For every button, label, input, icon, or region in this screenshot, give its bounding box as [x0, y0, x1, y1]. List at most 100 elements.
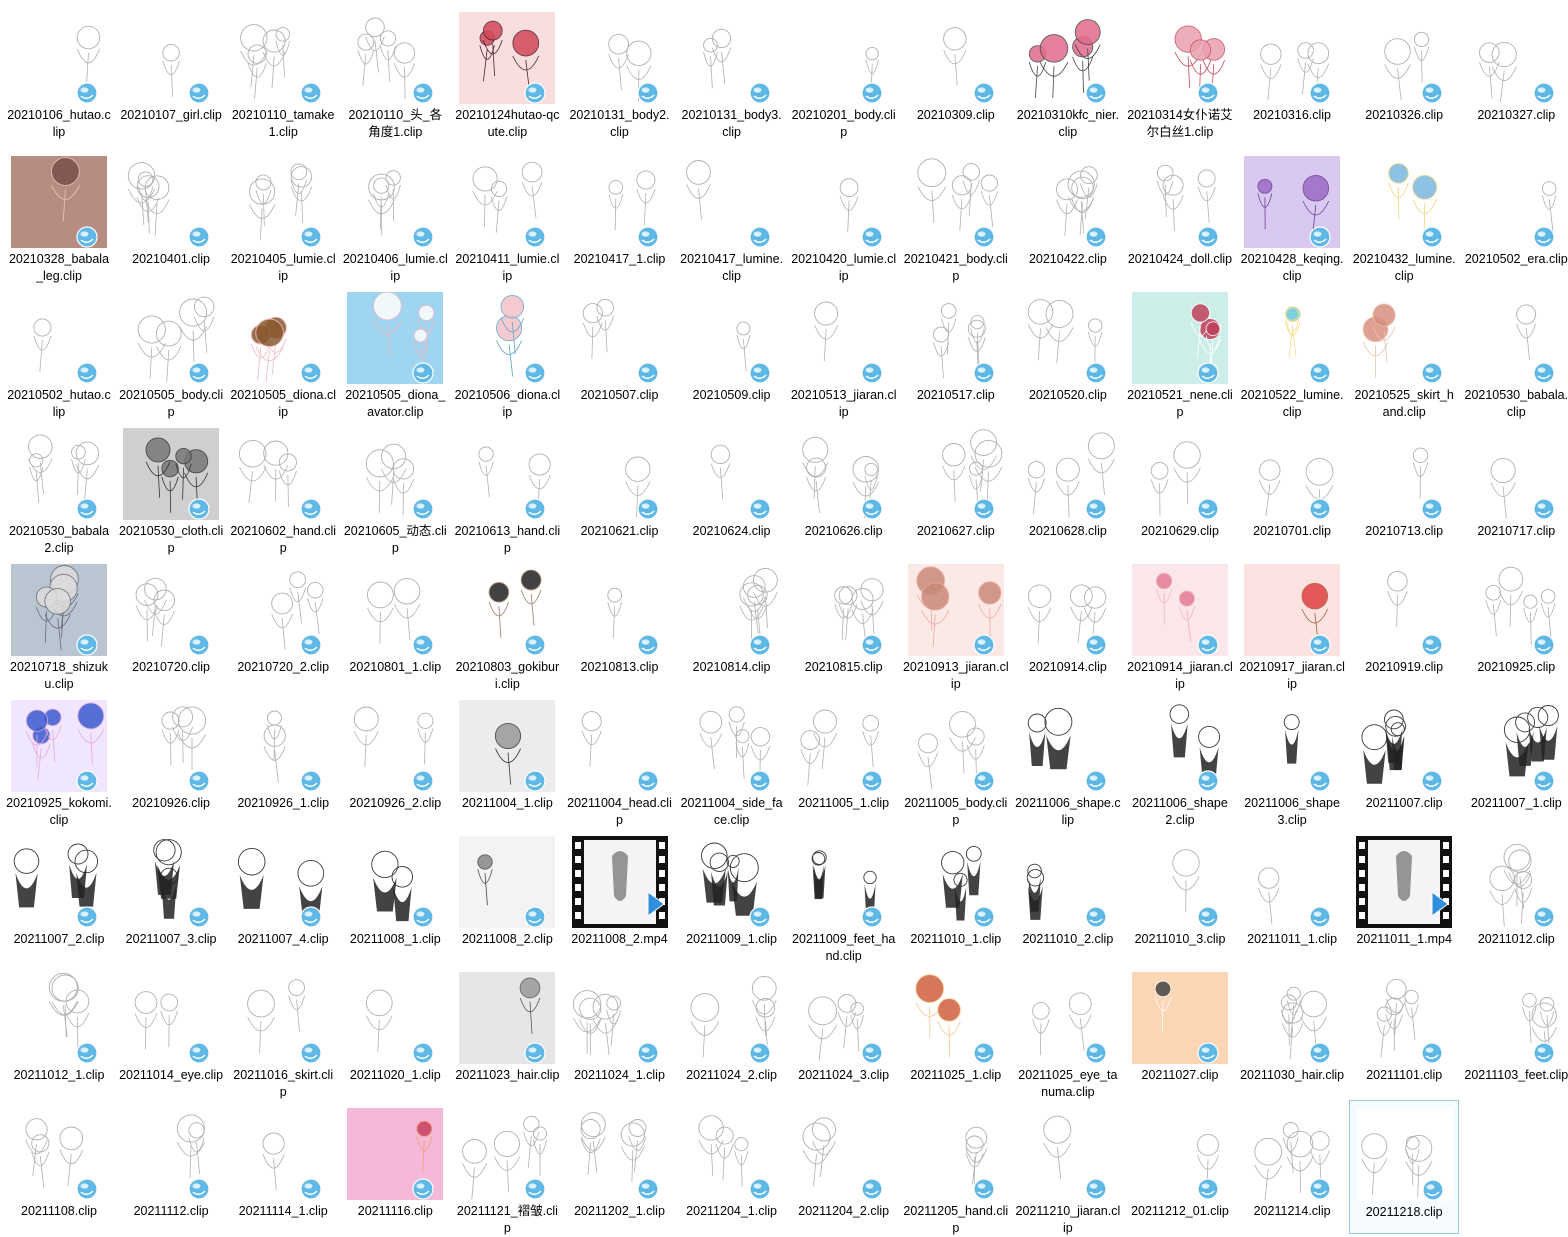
file-item-20211116-clip[interactable]: 20211116.clip: [340, 1100, 450, 1234]
file-item-20210926-clip[interactable]: 20210926.clip: [116, 692, 226, 826]
file-item-20211006-shape2-clip[interactable]: 20211006_shape2.clip: [1125, 692, 1235, 827]
file-item-20210813-clip[interactable]: 20210813.clip: [565, 556, 675, 690]
file-item-20210624-clip[interactable]: 20210624.clip: [677, 420, 787, 554]
file-item-20210629-clip[interactable]: 20210629.clip: [1125, 420, 1235, 554]
file-item-20210505-body-clip[interactable]: 20210505_body.clip: [116, 284, 226, 419]
file-item-20210502-hutao-clip[interactable]: 20210502_hutao.clip: [4, 284, 114, 419]
file-item-20210605-clip[interactable]: 20210605_动态.clip: [340, 420, 450, 555]
file-item-20210925-clip[interactable]: 20210925.clip: [1461, 556, 1568, 690]
file-item-20210720-clip[interactable]: 20210720.clip: [116, 556, 226, 690]
file-item-20211212-01-clip[interactable]: 20211212_01.clip: [1125, 1100, 1235, 1234]
file-item-20210405-lumie-clip[interactable]: 20210405_lumie.clip: [228, 148, 338, 283]
file-item-20210926-1-clip[interactable]: 20210926_1.clip: [228, 692, 338, 826]
file-item-20210713-clip[interactable]: 20210713.clip: [1349, 420, 1459, 554]
file-item-20211011-1-clip[interactable]: 20211011_1.clip: [1237, 828, 1347, 962]
file-item-20211210-jiaran-clip[interactable]: 20211210_jiaran.clip: [1013, 1100, 1123, 1235]
file-item-20210925-kokomi-clip[interactable]: 20210925_kokomi.clip: [4, 692, 114, 827]
file-item-20210417-1-clip[interactable]: 20210417_1.clip: [565, 148, 675, 282]
file-item-20210502-era-clip[interactable]: 20210502_era.clip: [1461, 148, 1568, 282]
file-item-20210628-clip[interactable]: 20210628.clip: [1013, 420, 1123, 554]
file-item-20211004-head-clip[interactable]: 20211004_head.clip: [565, 692, 675, 827]
file-item-20210110-1-clip[interactable]: 20210110_头_各角度1.clip: [340, 4, 450, 139]
file-item-20211008-2-mp4[interactable]: 20211008_2.mp4: [565, 828, 675, 962]
file-item-20211008-1-clip[interactable]: 20211008_1.clip: [340, 828, 450, 962]
file-item-20210522-lumine-clip[interactable]: 20210522_lumine.clip: [1237, 284, 1347, 419]
file-item-20211004-side-face-clip[interactable]: 20211004_side_face.clip: [677, 692, 787, 827]
file-item-20211007-clip[interactable]: 20211007.clip: [1349, 692, 1459, 826]
file-item-20211024-3-clip[interactable]: 20211024_3.clip: [789, 964, 899, 1098]
file-item-20211014-eye-clip[interactable]: 20211014_eye.clip: [116, 964, 226, 1098]
file-item-20210530-babala2-clip[interactable]: 20210530_babala2.clip: [4, 420, 114, 555]
file-item-20210914-clip[interactable]: 20210914.clip: [1013, 556, 1123, 690]
file-item-20210914-jiaran-clip[interactable]: 20210914_jiaran.clip: [1125, 556, 1235, 691]
file-item-20210815-clip[interactable]: 20210815.clip: [789, 556, 899, 690]
file-item-20211204-2-clip[interactable]: 20211204_2.clip: [789, 1100, 899, 1234]
file-item-20210411-lumie-clip[interactable]: 20210411_lumie.clip: [452, 148, 562, 283]
file-item-20210926-2-clip[interactable]: 20210926_2.clip: [340, 692, 450, 826]
file-item-20210509-clip[interactable]: 20210509.clip: [677, 284, 787, 418]
file-item-20210720-2-clip[interactable]: 20210720_2.clip: [228, 556, 338, 690]
file-item-20211101-clip[interactable]: 20211101.clip: [1349, 964, 1459, 1098]
file-item-20211114-1-clip[interactable]: 20211114_1.clip: [228, 1100, 338, 1234]
file-item-20210917-jiaran-clip[interactable]: 20210917_jiaran.clip: [1237, 556, 1347, 691]
file-item-20211007-2-clip[interactable]: 20211007_2.clip: [4, 828, 114, 962]
file-item-20211004-1-clip[interactable]: 20211004_1.clip: [452, 692, 562, 826]
file-item-20211009-feet-hand-clip[interactable]: 20211009_feet_hand.clip: [789, 828, 899, 963]
file-item-20210428-keqing-clip[interactable]: 20210428_keqing.clip: [1237, 148, 1347, 283]
file-item-20210421-body-clip[interactable]: 20210421_body.clip: [901, 148, 1011, 283]
file-item-20211023-hair-clip[interactable]: 20211023_hair.clip: [452, 964, 562, 1098]
file-item-20211030-hair-clip[interactable]: 20211030_hair.clip: [1237, 964, 1347, 1098]
file-item-20210701-clip[interactable]: 20210701.clip: [1237, 420, 1347, 554]
file-item-20210424-doll-clip[interactable]: 20210424_doll.clip: [1125, 148, 1235, 282]
file-item-20211006-shape3-clip[interactable]: 20211006_shape3.clip: [1237, 692, 1347, 827]
file-item-20211024-2-clip[interactable]: 20211024_2.clip: [677, 964, 787, 1098]
file-item-20210328-babala-leg-clip[interactable]: 20210328_babala_leg.clip: [4, 148, 114, 283]
file-item-20210107-girl-clip[interactable]: 20210107_girl.clip: [116, 4, 226, 138]
file-item-20211009-1-clip[interactable]: 20211009_1.clip: [677, 828, 787, 962]
file-item-20211020-1-clip[interactable]: 20211020_1.clip: [340, 964, 450, 1098]
file-item-20211008-2-clip[interactable]: 20211008_2.clip: [452, 828, 562, 962]
file-item-20211204-1-clip[interactable]: 20211204_1.clip: [677, 1100, 787, 1234]
file-item-20211121-clip[interactable]: 20211121_褶皱.clip: [452, 1100, 562, 1235]
file-item-20211006-shape-clip[interactable]: 20211006_shape.clip: [1013, 692, 1123, 827]
file-item-20210521-nene-clip[interactable]: 20210521_nene.clip: [1125, 284, 1235, 419]
file-item-20210309-clip[interactable]: 20210309.clip: [901, 4, 1011, 138]
file-item-20211103-feet-clip[interactable]: 20211103_feet.clip: [1461, 964, 1568, 1098]
file-item-20210801-1-clip[interactable]: 20210801_1.clip: [340, 556, 450, 690]
file-item-20210106-hutao-clip[interactable]: 20210106_hutao.clip: [4, 4, 114, 139]
file-item-20210326-clip[interactable]: 20210326.clip: [1349, 4, 1459, 138]
file-item-20210506-diona-clip[interactable]: 20210506_diona.clip: [452, 284, 562, 419]
file-item-20210718-shizuku-clip[interactable]: 20210718_shizuku.clip: [4, 556, 114, 691]
file-item-20210420-lumie-clip[interactable]: 20210420_lumie.clip: [789, 148, 899, 283]
file-item-20210124hutao-qcute-clip[interactable]: 20210124hutao-qcute.clip: [452, 4, 562, 139]
file-item-20211214-clip[interactable]: 20211214.clip: [1237, 1100, 1347, 1234]
file-item-20210626-clip[interactable]: 20210626.clip: [789, 420, 899, 554]
file-item-20210803-gokiburi-clip[interactable]: 20210803_gokiburi.clip: [452, 556, 562, 691]
file-item-20210814-clip[interactable]: 20210814.clip: [677, 556, 787, 690]
file-item-20210131-body3-clip[interactable]: 20210131_body3.clip: [677, 4, 787, 139]
file-item-20210627-clip[interactable]: 20210627.clip: [901, 420, 1011, 554]
file-item-20211024-1-clip[interactable]: 20211024_1.clip: [565, 964, 675, 1098]
file-item-20211007-3-clip[interactable]: 20211007_3.clip: [116, 828, 226, 962]
file-item-20211012-1-clip[interactable]: 20211012_1.clip: [4, 964, 114, 1098]
file-item-20210327-clip[interactable]: 20210327.clip: [1461, 4, 1568, 138]
file-item-20210505-diona-avator-clip[interactable]: 20210505_diona_avator.clip: [340, 284, 450, 419]
file-item-20211218-clip[interactable]: 20211218.clip: [1349, 1100, 1460, 1234]
file-item-20211005-1-clip[interactable]: 20211005_1.clip: [789, 692, 899, 826]
file-item-20211025-1-clip[interactable]: 20211025_1.clip: [901, 964, 1011, 1098]
file-item-20210602-hand-clip[interactable]: 20210602_hand.clip: [228, 420, 338, 555]
file-item-20211016-skirt-clip[interactable]: 20211016_skirt.clip: [228, 964, 338, 1099]
file-item-20210406-lumie-clip[interactable]: 20210406_lumie.clip: [340, 148, 450, 283]
file-item-20211202-1-clip[interactable]: 20211202_1.clip: [565, 1100, 675, 1234]
file-item-20210110-tamake1-clip[interactable]: 20210110_tamake1.clip: [228, 4, 338, 139]
file-item-20211027-clip[interactable]: 20211027.clip: [1125, 964, 1235, 1098]
file-item-20210316-clip[interactable]: 20210316.clip: [1237, 4, 1347, 138]
file-item-20210513-jiaran-clip[interactable]: 20210513_jiaran.clip: [789, 284, 899, 419]
file-item-20210520-clip[interactable]: 20210520.clip: [1013, 284, 1123, 418]
file-item-20210717-clip[interactable]: 20210717.clip: [1461, 420, 1568, 554]
file-item-20210131-body2-clip[interactable]: 20210131_body2.clip: [565, 4, 675, 139]
file-item-20210314-1-clip[interactable]: 20210314女仆诺艾尔白丝1.clip: [1125, 4, 1235, 139]
file-item-20210530-cloth-clip[interactable]: 20210530_cloth.clip: [116, 420, 226, 555]
file-item-20211011-1-mp4[interactable]: 20211011_1.mp4: [1349, 828, 1459, 962]
file-item-20210507-clip[interactable]: 20210507.clip: [565, 284, 675, 418]
